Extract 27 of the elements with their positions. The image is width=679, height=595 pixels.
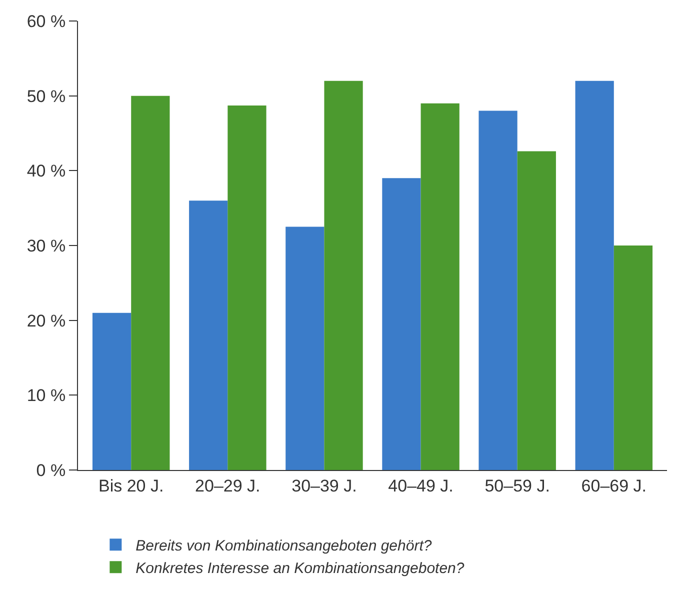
legend-label: Konkretes Interesse an Kombinationsangeboten? bbox=[136, 560, 465, 577]
y-tick-label: 20 % bbox=[26, 311, 66, 330]
bar bbox=[517, 151, 556, 470]
x-tick-label: 40–49 J. bbox=[388, 476, 454, 496]
x-tick-label: 50–59 J. bbox=[484, 476, 550, 496]
bar bbox=[92, 312, 132, 470]
bar bbox=[324, 80, 363, 470]
y-tick-label: 50 % bbox=[26, 86, 66, 106]
bar bbox=[614, 246, 653, 470]
y-tick-label: 10 % bbox=[26, 386, 66, 406]
y-tick-label: 30 % bbox=[26, 236, 66, 256]
bar bbox=[478, 110, 518, 470]
x-tick-label: Bis 20 J. bbox=[98, 476, 164, 496]
bar bbox=[420, 103, 460, 470]
y-tick-label: 0 % bbox=[36, 460, 66, 480]
bar bbox=[228, 106, 266, 470]
bar bbox=[286, 226, 324, 470]
x-tick-label: 30–39 J. bbox=[292, 476, 357, 496]
legend-label: Bereits von Kombinationsangeboten gehört? bbox=[136, 537, 432, 554]
x-tick-label: 60–69 J. bbox=[581, 476, 647, 496]
y-tick-label: 40 % bbox=[26, 162, 66, 181]
bar bbox=[382, 178, 421, 470]
bar bbox=[189, 200, 228, 470]
y-tick-label: 60 % bbox=[26, 12, 66, 31]
bar bbox=[131, 96, 170, 470]
x-tick-label: 20–29 J. bbox=[195, 476, 260, 496]
bar bbox=[575, 80, 614, 470]
